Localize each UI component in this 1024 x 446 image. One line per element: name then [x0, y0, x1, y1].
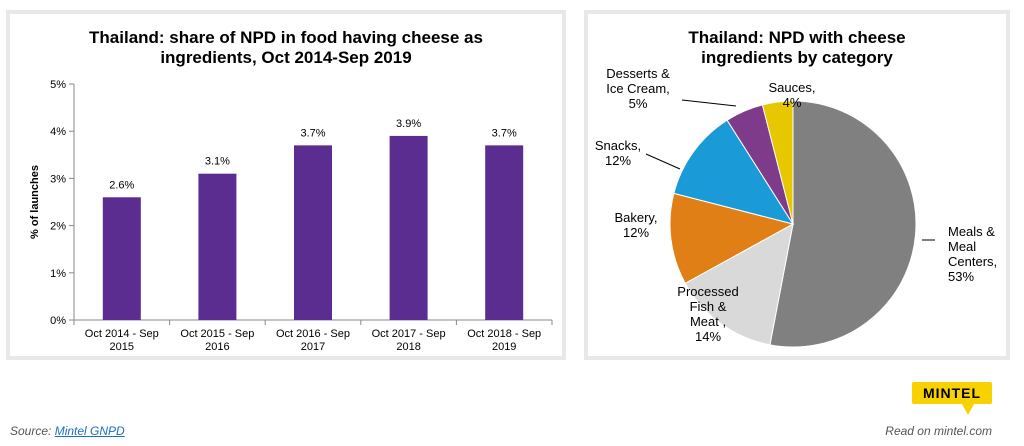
x-tick-label: Oct 2014 - Sep 2015: [85, 328, 159, 353]
bar-data-label: 3.7%: [300, 127, 325, 139]
logo-tail: [962, 404, 974, 415]
bar-data-label: 2.6%: [109, 179, 134, 191]
pie-slice-label: Meals & Meal Centers, 53%: [948, 224, 997, 284]
pie-chart-panel: Thailand: NPD with cheese ingredients by…: [584, 10, 1010, 360]
bar-data-label: 3.7%: [492, 127, 517, 139]
bar: [485, 145, 524, 320]
pie-slice: [673, 119, 795, 225]
pie-slice: [684, 223, 794, 346]
pie-slice: [669, 192, 795, 284]
y-tick-label: 2%: [50, 221, 66, 233]
y-tick-label: 0%: [50, 315, 66, 327]
pie-leader-line: [645, 153, 681, 170]
x-tick-label: Oct 2016 - Sep 2017: [276, 328, 350, 353]
x-tick-label: Oct 2018 - Sep 2019: [467, 328, 541, 353]
bar: [102, 197, 141, 320]
pie-chart: Meals & Meal Centers, 53% Processed Fish & Mea…: [595, 66, 997, 348]
pie-slice-label: Bakery, 12%: [614, 210, 657, 240]
source-label: Source:: [10, 424, 52, 438]
pie-slice: [761, 100, 794, 225]
pie-slice-label: Desserts & Ice Cream, 5%: [606, 66, 670, 111]
pie-slice-label: Sauces, 4%: [769, 80, 816, 110]
pie-slice-label: Snacks, 12%: [595, 138, 641, 168]
read-on-link[interactable]: Read on mintel.com: [885, 424, 992, 438]
bar-chart-panel: Thailand: share of NPD in food having ch…: [6, 10, 566, 360]
pie-slice: [769, 100, 917, 348]
y-tick-label: 1%: [50, 268, 66, 280]
bar-chart: 0% 1% 2% 3% 4% 5% % of launches 2.6% Oct 2014 - …: [29, 79, 553, 353]
y-tick-label: 3%: [50, 173, 66, 185]
pie-leader-line: [681, 99, 737, 107]
logo-text: MINTEL: [923, 385, 981, 401]
source-note: Source: Mintel GNPD: [10, 424, 125, 438]
bar: [198, 173, 237, 320]
bar-data-label: 3.9%: [396, 118, 421, 130]
x-tick-label: Oct 2015 - Sep 2016: [180, 328, 254, 353]
bar-chart-title: Thailand: share of NPD in food having ch…: [89, 28, 483, 67]
mintel-logo: MINTEL: [912, 382, 992, 415]
y-axis-label: % of launches: [29, 165, 41, 239]
pie-chart-title: Thailand: NPD with cheese ingredients by…: [688, 28, 906, 67]
pie-slice-label: Processed Fish & Meat , 14%: [677, 284, 738, 344]
x-tick-label: Oct 2017 - Sep 2018: [372, 328, 446, 353]
logo-background: [912, 382, 992, 404]
bar: [389, 135, 428, 320]
y-tick-label: 5%: [50, 79, 66, 91]
source-link[interactable]: Mintel GNPD: [54, 424, 125, 438]
bar-data-label: 3.1%: [205, 156, 230, 168]
y-tick-label: 4%: [50, 126, 66, 138]
bar: [294, 145, 332, 320]
